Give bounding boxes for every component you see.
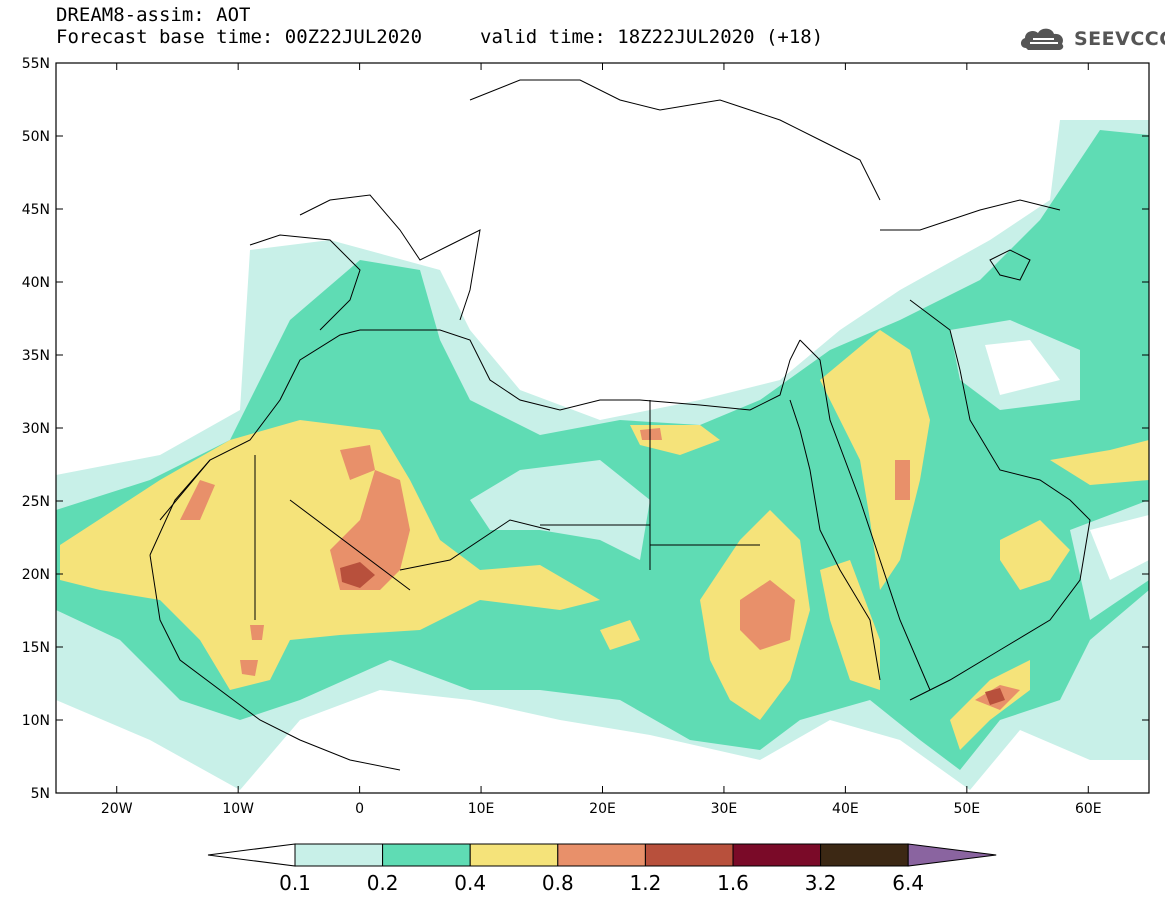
colorbar-label: 0.2	[367, 871, 399, 895]
lat-label: 10N	[22, 713, 50, 729]
colorbar-label: 0.1	[279, 871, 311, 895]
colorbar-label: 1.2	[629, 871, 661, 895]
lat-label: 5N	[31, 786, 50, 802]
lat-label: 30N	[22, 421, 50, 437]
lat-label: 20N	[22, 567, 50, 583]
lon-label: 40E	[832, 801, 859, 817]
valid-time: valid time: 18Z22JUL2020 (+18)	[480, 26, 824, 48]
colorbar-swatch	[732, 843, 822, 867]
lon-label: 0	[355, 801, 364, 817]
lon-label: 20W	[101, 801, 133, 817]
lon-label: 10W	[222, 801, 254, 817]
colorbar-left-arrow	[207, 843, 296, 867]
colorbar-label: 3.2	[805, 871, 837, 895]
seevccc-logo: SEEVCCC	[1018, 22, 1165, 56]
lat-label: 40N	[22, 275, 50, 291]
colorbar-label: 1.6	[717, 871, 749, 895]
lat-label: 50N	[22, 129, 50, 145]
cloud-icon	[1020, 28, 1064, 50]
colorbar: 0.1 0.2 0.4 0.8 1.2 1.6 3.2 6.4	[207, 843, 997, 895]
lat-label: 35N	[22, 348, 50, 364]
forecast-base-time: Forecast base time: 00Z22JUL2020	[56, 26, 423, 48]
colorbar-swatch	[469, 843, 559, 867]
colorbar-swatch	[294, 843, 384, 867]
logo-text: SEEVCCC	[1074, 28, 1165, 50]
aot-field	[56, 63, 1149, 793]
coastlines	[149, 79, 1091, 771]
colorbar-label: 0.4	[454, 871, 486, 895]
colorbar-right-arrow	[907, 843, 997, 867]
lon-label: 20E	[589, 801, 616, 817]
colorbar-swatch	[382, 843, 471, 867]
map-title: DREAM8-assim: AOT	[56, 4, 251, 26]
colorbar-swatch	[557, 843, 646, 867]
latitude-axis: 55N 50N 45N 40N 35N 30N 25N 20N 15N 10N 5N	[22, 56, 1149, 802]
lat-label: 45N	[22, 202, 50, 218]
lon-label: 60E	[1075, 801, 1102, 817]
lat-label: 55N	[22, 56, 50, 72]
longitude-axis: 20W 10W 0 10E 20E 30E 40E 50E 60E	[101, 63, 1102, 817]
lat-label: 15N	[22, 640, 50, 656]
colorbar-label: 0.8	[542, 871, 574, 895]
lat-label: 25N	[22, 494, 50, 510]
colorbar-swatch	[820, 843, 909, 867]
colorbar-label: 6.4	[892, 871, 924, 895]
lon-label: 10E	[468, 801, 495, 817]
lon-label: 50E	[953, 801, 980, 817]
lon-label: 30E	[711, 801, 738, 817]
colorbar-swatch	[644, 843, 734, 867]
